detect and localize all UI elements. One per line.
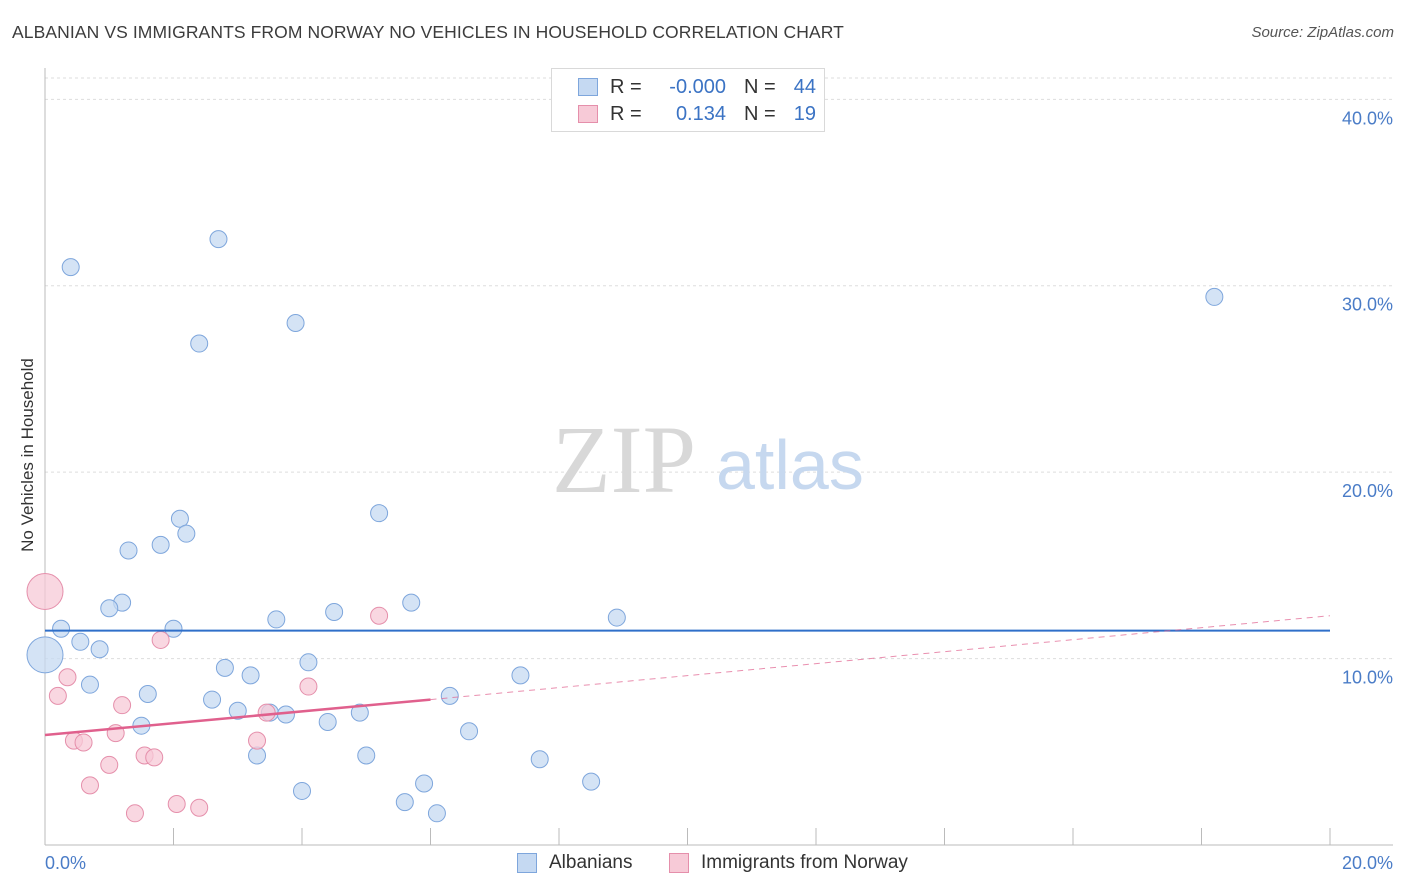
albanian-point	[299, 653, 318, 672]
albanian-point	[325, 602, 344, 621]
legend-n-label: N =	[744, 75, 776, 98]
norway-point	[80, 776, 99, 795]
legend-row-albanians: R = -0.000 N = 44	[578, 75, 816, 99]
albanian-point	[209, 230, 228, 249]
albanian-point	[530, 750, 549, 769]
legend-label-norway: Immigrants from Norway	[701, 852, 908, 873]
norway-point	[151, 630, 170, 649]
albanian-point	[228, 701, 247, 720]
norway-point	[257, 703, 276, 722]
y-tick-labels: 10.0% 20.0% 30.0% 40.0%	[1342, 108, 1393, 687]
albanian-point	[71, 632, 90, 651]
norway-point	[58, 668, 77, 687]
norway-point	[48, 686, 67, 705]
grid-lines	[45, 77, 1393, 660]
norway-point	[26, 572, 64, 610]
legend-r-label: R =	[610, 102, 642, 125]
chart-title: ALBANIAN VS IMMIGRANTS FROM NORWAY NO VE…	[12, 22, 844, 42]
norway-point	[190, 798, 209, 817]
norway-point	[167, 794, 186, 813]
albanian-point	[90, 640, 109, 659]
albanian-point	[100, 599, 119, 618]
albanian-point	[427, 804, 446, 823]
albanian-point	[1205, 287, 1224, 306]
legend-n-value: 44	[793, 75, 816, 98]
norway-point	[74, 733, 93, 752]
watermark-zip: ZIP	[552, 406, 696, 513]
albanian-point	[415, 774, 434, 793]
y-tick-label: 40.0%	[1342, 108, 1393, 128]
x-tick-label: 0.0%	[45, 853, 86, 873]
legend-n-label: N =	[744, 102, 776, 125]
source-label: Source: ZipAtlas.com	[1251, 24, 1394, 41]
x-tick-labels: 0.0% 20.0%	[45, 853, 1393, 873]
norway-point	[125, 804, 144, 823]
albanian-point	[440, 686, 459, 705]
legend-row-norway: R = 0.134 N = 19	[578, 102, 816, 126]
stats-legend: R = -0.000 N = 44 R = 0.134 N = 19	[551, 68, 825, 132]
albanian-point	[190, 334, 209, 353]
albanian-point	[26, 636, 64, 674]
legend-r-value: -0.000	[669, 75, 726, 98]
albanian-point	[267, 610, 286, 629]
y-tick-label: 30.0%	[1342, 295, 1393, 315]
albanian-point	[350, 703, 369, 722]
albanian-point	[241, 666, 260, 685]
albanian-point	[395, 793, 414, 812]
y-tick-label: 20.0%	[1342, 481, 1393, 501]
axes	[44, 68, 1393, 846]
legend-label-albanians: Albanians	[549, 852, 633, 873]
albanian-point	[151, 535, 170, 554]
albanian-point	[164, 619, 183, 638]
norway-point	[100, 755, 119, 774]
albanian-point	[460, 722, 479, 741]
norway-trend-line	[44, 698, 431, 737]
albanian-point	[80, 675, 99, 694]
albanian-point	[511, 666, 530, 685]
legend-n-value: 19	[793, 102, 816, 125]
data-points	[26, 230, 1224, 823]
albanian-point	[607, 608, 626, 627]
albanian-point	[52, 619, 71, 638]
trend-lines	[44, 615, 1331, 737]
albanian-point	[582, 772, 601, 791]
albanian-point	[293, 781, 311, 800]
legend-item-norway: Immigrants from Norway	[669, 852, 908, 874]
albanian-point	[119, 541, 138, 560]
norway-point	[370, 606, 389, 625]
legend-swatch-pink	[578, 105, 598, 123]
albanian-point	[357, 746, 376, 765]
albanian-point	[61, 258, 80, 277]
y-tick-label: 10.0%	[1342, 668, 1393, 688]
legend-swatch-blue	[578, 78, 598, 96]
albanian-point	[318, 712, 337, 731]
legend-item-albanians: Albanians	[517, 852, 632, 874]
norway-point	[248, 731, 267, 750]
albanian-point	[170, 509, 189, 528]
legend-r-label: R =	[610, 75, 642, 98]
watermark: ZIP atlas	[552, 406, 864, 513]
legend-r-value: 0.134	[675, 102, 726, 125]
norway-point	[299, 677, 318, 696]
legend-swatch-albanians	[517, 853, 537, 873]
watermark-atlas: atlas	[716, 426, 864, 504]
norway-point	[145, 748, 164, 767]
albanian-point	[203, 690, 222, 709]
series-legend: Albanians Immigrants from Norway	[0, 852, 1406, 876]
albanian-point	[402, 593, 421, 612]
albanian-point	[286, 314, 305, 333]
legend-swatch-norway	[669, 853, 689, 873]
albanian-point	[177, 524, 196, 543]
albanian-point	[215, 658, 234, 677]
norway-point	[113, 696, 132, 715]
x-tick-label: 20.0%	[1342, 853, 1393, 873]
albanian-point	[370, 504, 389, 523]
albanian-point	[138, 685, 157, 703]
norway-trend-line-extrapolated	[430, 615, 1331, 701]
